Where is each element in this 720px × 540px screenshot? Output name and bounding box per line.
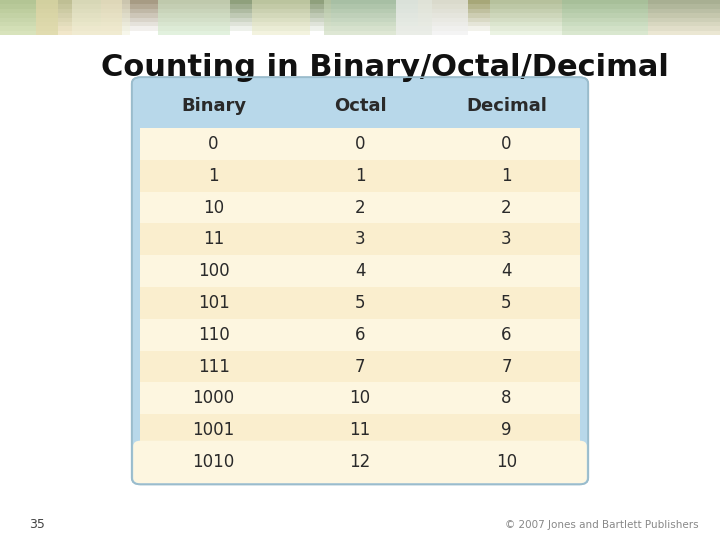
Text: 10: 10 (203, 199, 224, 217)
Text: 0: 0 (208, 135, 219, 153)
Text: 1: 1 (208, 167, 219, 185)
Text: 10: 10 (349, 389, 371, 407)
Text: 110: 110 (198, 326, 230, 344)
Text: 10: 10 (496, 453, 517, 471)
Text: Octal: Octal (333, 97, 387, 115)
Text: 5: 5 (501, 294, 512, 312)
Text: 11: 11 (203, 231, 224, 248)
Text: 111: 111 (198, 357, 230, 375)
Text: 6: 6 (355, 326, 365, 344)
Text: Binary: Binary (181, 97, 246, 115)
Text: 0: 0 (501, 135, 512, 153)
Text: 8: 8 (501, 389, 512, 407)
Text: 101: 101 (198, 294, 230, 312)
Text: 1001: 1001 (192, 421, 235, 439)
Text: 11: 11 (349, 421, 371, 439)
Text: 3: 3 (355, 231, 365, 248)
Text: 5: 5 (355, 294, 365, 312)
Text: Decimal: Decimal (466, 97, 546, 115)
Text: 1010: 1010 (192, 453, 235, 471)
Text: 1: 1 (355, 167, 365, 185)
Text: 4: 4 (355, 262, 365, 280)
Text: 1000: 1000 (192, 389, 235, 407)
Text: 12: 12 (349, 453, 371, 471)
Text: 2: 2 (501, 199, 512, 217)
Text: 9: 9 (501, 421, 512, 439)
Text: © 2007 Jones and Bartlett Publishers: © 2007 Jones and Bartlett Publishers (505, 520, 698, 530)
Text: 3: 3 (501, 231, 512, 248)
Text: Counting in Binary/Octal/Decimal: Counting in Binary/Octal/Decimal (101, 53, 669, 82)
Text: 4: 4 (501, 262, 512, 280)
Text: 6: 6 (501, 326, 512, 344)
Text: 2: 2 (355, 199, 365, 217)
Text: 7: 7 (355, 357, 365, 375)
Text: 0: 0 (355, 135, 365, 153)
Text: 7: 7 (501, 357, 512, 375)
Text: 35: 35 (29, 518, 45, 531)
Text: 100: 100 (198, 262, 230, 280)
Text: 1: 1 (501, 167, 512, 185)
